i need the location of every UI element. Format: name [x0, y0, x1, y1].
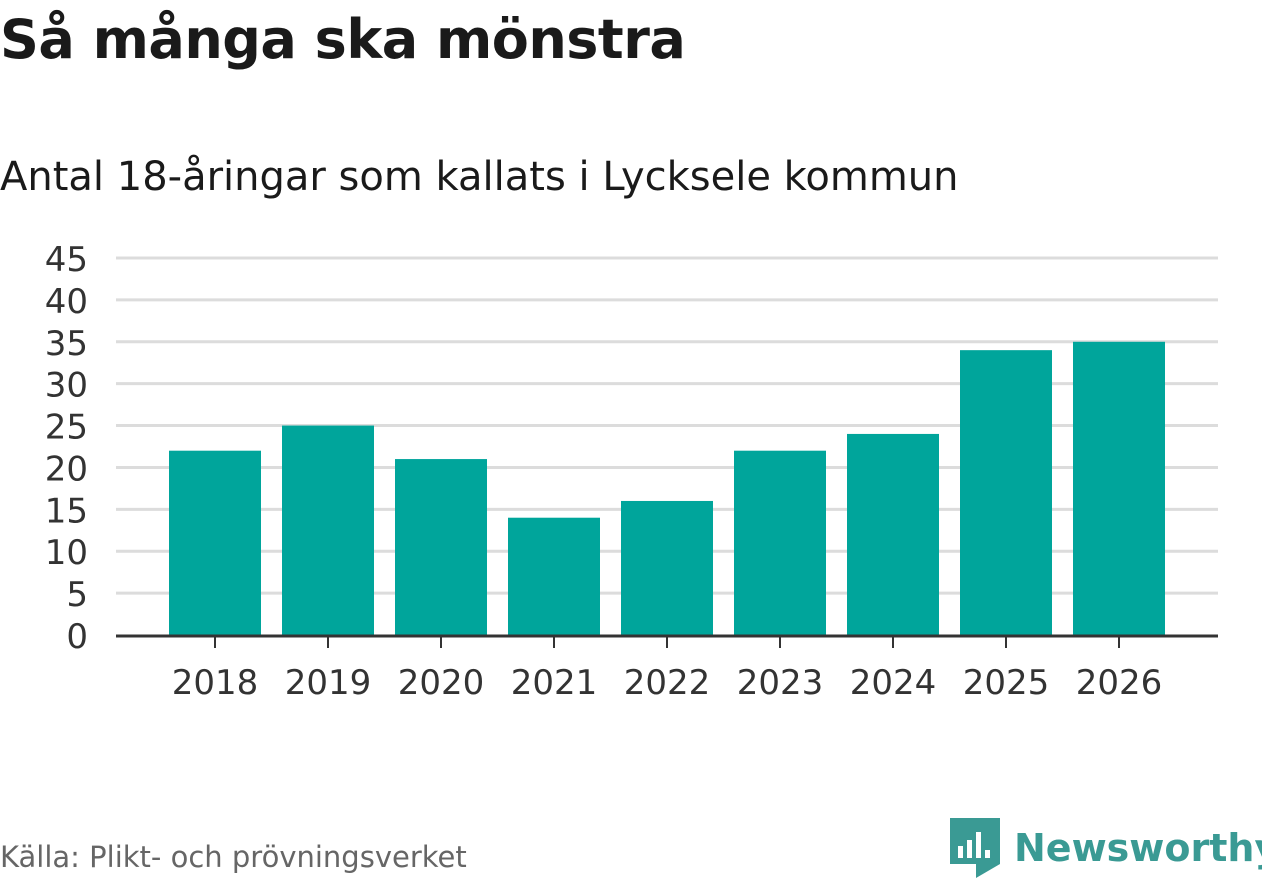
x-tick-label: 2019: [285, 663, 372, 703]
x-tick-label: 2025: [963, 663, 1050, 703]
y-tick-label: 10: [45, 533, 88, 573]
bar-2024: [847, 433, 939, 635]
bar-2018: [169, 450, 261, 635]
newsworthy-logo: Newsworthy: [950, 818, 1262, 878]
chart-subtitle: Antal 18-åringar som kallats i Lycksele …: [0, 154, 959, 200]
y-tick-label: 35: [45, 324, 88, 364]
y-tick-label: 15: [45, 491, 88, 531]
bar-2020: [395, 459, 487, 635]
y-tick-label: 20: [45, 449, 88, 489]
y-tick-label: 25: [45, 408, 88, 448]
y-tick-label: 30: [45, 366, 88, 406]
x-tick-label: 2018: [172, 663, 259, 703]
x-tick-label: 2020: [398, 663, 485, 703]
chart-title: Så många ska mönstra: [0, 8, 686, 71]
bar-2021: [508, 517, 600, 635]
newsworthy-logo-icon: [950, 818, 1000, 878]
bar-2026: [1073, 341, 1165, 635]
x-tick-label: 2024: [850, 663, 937, 703]
source-note: Källa: Plikt- och prövningsverket: [0, 840, 467, 874]
bar-2019: [282, 425, 374, 635]
bar-2025: [960, 350, 1052, 635]
x-tick-label: 2023: [737, 663, 824, 703]
y-tick-label: 0: [66, 617, 88, 657]
bar-2023: [734, 450, 826, 635]
x-tick-label: 2021: [511, 663, 598, 703]
x-tick-label: 2026: [1076, 663, 1163, 703]
y-tick-label: 40: [45, 282, 88, 322]
logo-text: Newsworthy: [1014, 826, 1262, 870]
x-tick-label: 2022: [624, 663, 711, 703]
bar-2022: [621, 500, 713, 635]
y-tick-label: 45: [45, 240, 88, 280]
y-tick-label: 5: [66, 575, 88, 615]
